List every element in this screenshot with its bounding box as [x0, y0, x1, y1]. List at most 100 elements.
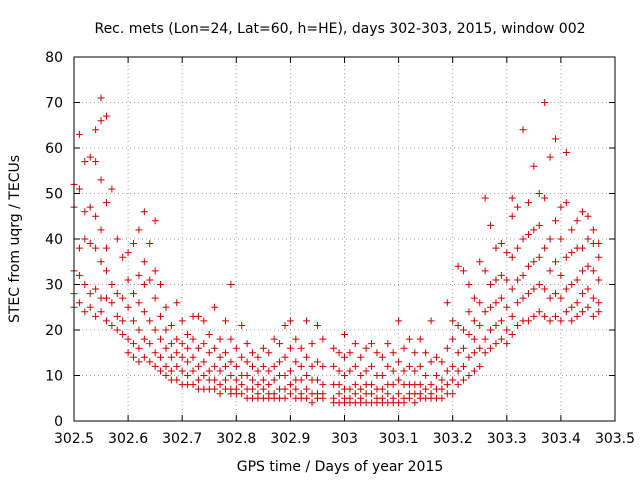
- data-point-plus-marker: [243, 372, 251, 379]
- data-point-plus-marker: [438, 394, 446, 402]
- data-point-plus-marker: [184, 372, 192, 379]
- data-point-plus-marker: [238, 353, 246, 361]
- data-point-plus-marker: [167, 367, 175, 375]
- data-point-plus-marker: [313, 376, 321, 384]
- data-point-plus-marker: [162, 326, 170, 334]
- data-point-plus-marker: [86, 290, 94, 298]
- y-tick-label: 80: [45, 50, 63, 66]
- data-point-plus-marker: [259, 385, 267, 393]
- data-point-plus-marker: [449, 335, 457, 343]
- data-point-plus-marker: [557, 235, 565, 243]
- data-point-plus-marker: [319, 394, 327, 402]
- data-point-plus-marker: [249, 376, 257, 384]
- data-point-plus-marker: [281, 394, 289, 402]
- data-point-plus-marker: [297, 376, 305, 384]
- data-point-plus-marker: [211, 344, 219, 352]
- data-point-plus-marker: [497, 294, 505, 302]
- data-point-plus-marker: [157, 312, 165, 320]
- data-point-plus-marker: [503, 303, 511, 311]
- x-tick-label: 302.6: [108, 431, 148, 447]
- data-point-plus-marker: [238, 381, 246, 389]
- data-point-plus-marker: [140, 335, 148, 343]
- data-point-plus-marker: [449, 317, 457, 325]
- data-point-plus-marker: [411, 349, 419, 357]
- data-point-plus-marker: [503, 340, 511, 348]
- data-point-plus-marker: [108, 321, 116, 329]
- data-point-plus-marker: [508, 194, 516, 202]
- data-point-plus-marker: [351, 381, 359, 389]
- grid: [74, 57, 615, 421]
- data-point-plus-marker: [135, 299, 143, 307]
- data-point-plus-marker: [551, 217, 559, 225]
- data-point-plus-marker: [368, 381, 376, 389]
- data-point-plus-marker: [232, 362, 240, 370]
- data-point-plus-marker: [211, 376, 219, 384]
- data-point-plus-marker: [238, 321, 246, 329]
- x-tick-label: 302.5: [54, 431, 94, 447]
- data-point-plus-marker: [584, 285, 592, 293]
- data-point-plus-marker: [286, 367, 294, 375]
- data-point-plus-marker: [205, 367, 213, 375]
- data-point-plus-marker: [460, 267, 468, 275]
- data-point-plus-marker: [357, 353, 365, 361]
- data-point-plus-marker: [508, 312, 516, 320]
- data-point-plus-marker: [579, 208, 587, 216]
- data-point-plus-marker: [200, 340, 208, 348]
- data-point-plus-marker: [92, 126, 100, 134]
- data-point-plus-marker: [481, 308, 489, 316]
- data-point-plus-marker: [194, 376, 202, 384]
- data-point-plus-marker: [579, 267, 587, 275]
- data-point-plus-marker: [524, 317, 532, 325]
- data-point-plus-marker: [508, 331, 516, 339]
- data-point-plus-marker: [460, 362, 468, 370]
- data-point-plus-marker: [470, 367, 478, 375]
- data-point-plus-marker: [124, 335, 132, 343]
- data-point-plus-marker: [92, 158, 100, 166]
- data-point-plus-marker: [443, 381, 451, 389]
- data-point-plus-marker: [470, 294, 478, 302]
- data-point-plus-marker: [341, 372, 348, 379]
- data-point-plus-marker: [411, 399, 419, 407]
- data-point-plus-marker: [443, 367, 451, 375]
- data-point-plus-marker: [546, 317, 554, 325]
- data-point-plus-marker: [557, 203, 565, 211]
- data-point-plus-marker: [551, 135, 559, 143]
- data-point-plus-marker: [276, 340, 284, 348]
- data-point-plus-marker: [492, 299, 500, 307]
- data-point-plus-marker: [568, 317, 576, 325]
- data-point-plus-marker: [313, 321, 321, 329]
- data-point-plus-marker: [514, 244, 522, 252]
- data-point-plus-marker: [535, 221, 543, 229]
- data-point-plus-marker: [221, 376, 229, 384]
- data-point-plus-marker: [102, 267, 110, 275]
- data-point-plus-marker: [75, 271, 83, 279]
- data-point-plus-marker: [303, 394, 311, 402]
- data-point-plus-marker: [579, 308, 587, 316]
- data-point-plus-marker: [92, 285, 100, 293]
- data-point-plus-marker: [178, 317, 186, 325]
- data-point-plus-marker: [405, 362, 413, 370]
- data-point-plus-marker: [384, 390, 392, 398]
- data-point-plus-marker: [86, 240, 94, 248]
- data-point-plus-marker: [584, 303, 592, 311]
- data-point-plus-marker: [595, 240, 603, 248]
- data-point-plus-marker: [108, 299, 116, 307]
- data-point-plus-marker: [465, 353, 473, 361]
- data-point-plus-marker: [292, 335, 300, 343]
- data-point-plus-marker: [562, 308, 570, 316]
- data-point-plus-marker: [557, 317, 565, 325]
- data-point-plus-marker: [551, 312, 559, 320]
- data-point-plus-marker: [81, 281, 89, 288]
- data-point-plus-marker: [595, 253, 603, 261]
- data-point-plus-marker: [422, 385, 430, 393]
- data-point-plus-marker: [81, 208, 89, 216]
- data-point-plus-marker: [541, 99, 549, 106]
- data-point-plus-marker: [454, 367, 462, 375]
- data-point-plus-marker: [140, 258, 148, 266]
- data-point-plus-marker: [487, 344, 495, 352]
- data-point-plus-marker: [173, 376, 181, 384]
- data-point-plus-marker: [384, 340, 392, 348]
- data-point-plus-marker: [438, 376, 446, 384]
- data-point-plus-marker: [281, 353, 289, 361]
- data-point-plus-marker: [216, 335, 224, 343]
